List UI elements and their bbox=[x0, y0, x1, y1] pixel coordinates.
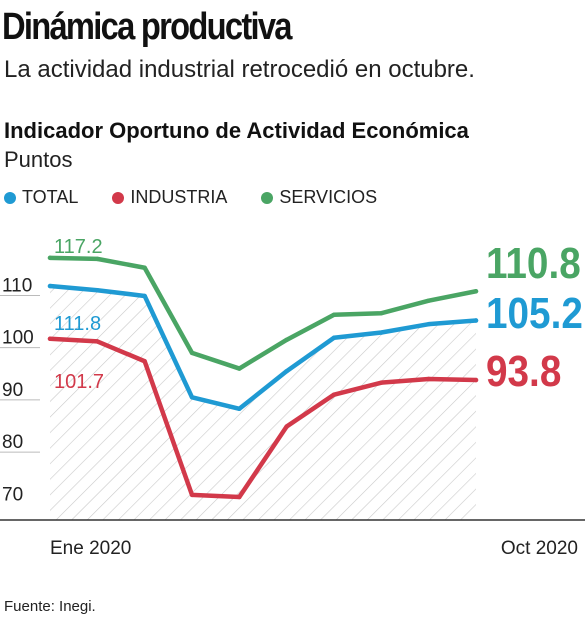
data-point-industria bbox=[237, 494, 242, 500]
data-point-total bbox=[331, 335, 337, 340]
last-value-label-industria: 93.8 bbox=[486, 346, 561, 396]
legend-item-servicios: SERVICIOS bbox=[261, 187, 377, 208]
source-note: Fuente: Inegi. bbox=[4, 598, 96, 615]
data-point-total bbox=[473, 318, 479, 323]
chart-title: Indicador Oportuno de Actividad Económic… bbox=[4, 118, 469, 143]
legend-industria-label: INDUSTRIA bbox=[130, 187, 228, 207]
data-point-industria bbox=[47, 336, 53, 341]
series-line-total bbox=[47, 283, 479, 412]
data-point-industria bbox=[284, 424, 289, 429]
data-point-servicios bbox=[142, 265, 147, 270]
data-point-servicios bbox=[331, 312, 337, 317]
data-point-total bbox=[95, 288, 100, 293]
data-point-industria bbox=[142, 359, 147, 364]
data-point-servicios bbox=[473, 289, 479, 294]
legend-servicios-dot bbox=[261, 191, 274, 204]
data-point-total bbox=[284, 368, 289, 374]
legend-total-label: TOTAL bbox=[22, 187, 79, 207]
data-point-industria bbox=[331, 392, 337, 397]
data-point-industria bbox=[426, 376, 431, 382]
data-point-servicios bbox=[47, 255, 53, 261]
data-point-industria bbox=[189, 492, 195, 498]
x-tick-label-end: Oct 2020 bbox=[501, 538, 578, 559]
data-point-servicios bbox=[284, 337, 289, 343]
data-point-servicios bbox=[379, 311, 384, 316]
y-tick-label: 100 bbox=[2, 328, 34, 349]
legend-total-dot bbox=[4, 191, 16, 204]
y-tick-label: 70 bbox=[2, 484, 23, 505]
first-value-label-industria: 101.7 bbox=[54, 371, 104, 393]
data-point-industria bbox=[379, 380, 384, 385]
legend: TOTAL INDUSTRIA SERVICIOS bbox=[4, 187, 377, 208]
data-point-total bbox=[189, 395, 195, 400]
data-point-total bbox=[426, 321, 431, 327]
data-point-total bbox=[237, 406, 242, 411]
data-point-total bbox=[47, 283, 53, 289]
legend-servicios-label: SERVICIOS bbox=[279, 187, 378, 207]
last-value-label-servicios: 110.8 bbox=[486, 238, 581, 288]
headline: Dinámica productiva bbox=[2, 6, 292, 48]
legend-industria-dot bbox=[112, 191, 125, 204]
first-value-label-servicios: 117.2 bbox=[54, 236, 103, 258]
data-point-servicios bbox=[237, 366, 242, 371]
data-point-servicios bbox=[426, 298, 431, 303]
subheadline: La actividad industrial retrocedió en oc… bbox=[4, 56, 475, 83]
y-tick-label: 90 bbox=[2, 380, 23, 401]
legend-item-industria: INDUSTRIA bbox=[112, 187, 227, 208]
y-tick-label: 110 bbox=[2, 275, 32, 296]
legend-item-total: TOTAL bbox=[4, 187, 78, 208]
x-tick-label-start: Ene 2020 bbox=[50, 538, 131, 559]
y-tick-label: 80 bbox=[2, 432, 23, 453]
data-point-industria bbox=[95, 339, 100, 344]
series-line-industria bbox=[47, 336, 479, 500]
data-point-servicios bbox=[189, 350, 195, 356]
data-point-servicios bbox=[95, 256, 100, 262]
data-point-total bbox=[379, 330, 384, 335]
last-value-label-total: 105.2 bbox=[486, 288, 583, 338]
data-point-industria bbox=[473, 377, 479, 383]
chart-unit-label: Puntos bbox=[4, 147, 73, 172]
series-line-servicios bbox=[47, 255, 479, 371]
first-value-label-total: 111.8 bbox=[54, 313, 101, 335]
data-point-total bbox=[142, 293, 147, 299]
hatched-area bbox=[50, 286, 476, 520]
